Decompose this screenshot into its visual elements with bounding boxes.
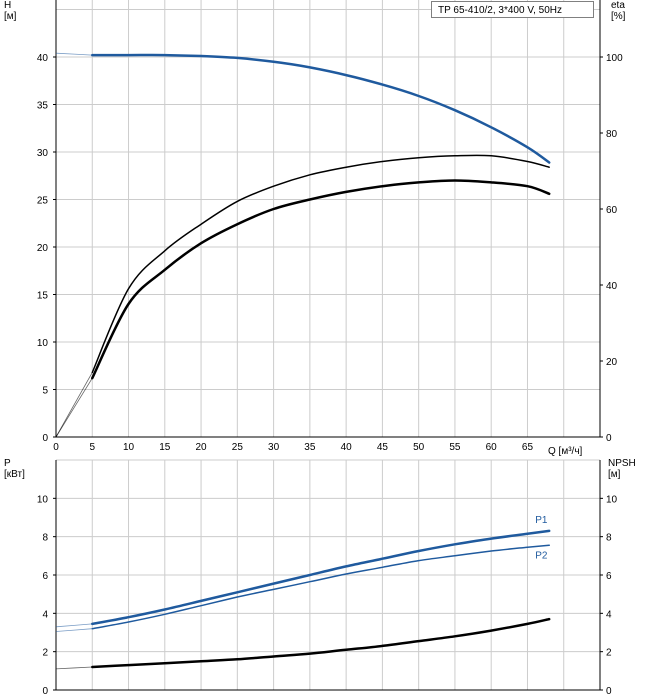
head-tick-label: 15 — [37, 291, 49, 302]
power-tick-label: 8 — [42, 533, 48, 544]
npsh-curve-extension — [55, 666, 93, 670]
head-axis-label: H [м] — [4, 0, 17, 22]
bottom-panel-grid — [55, 459, 601, 691]
x-tick-label: 50 — [413, 442, 425, 453]
head-tick-label: 5 — [42, 386, 48, 397]
power-p2-curve-extension — [55, 628, 93, 632]
power-tick-label: 0 — [42, 686, 48, 697]
axis-tick-labels: 0 5 10 15 20 25 30 35 40 45 50 55 60 6505101520253035… — [37, 53, 623, 697]
series-label-p1: P1 — [535, 515, 548, 526]
power-tick-label: 10 — [37, 494, 49, 505]
power-p1-curve — [91, 529, 551, 626]
efficiency-curve-lower-extension — [55, 377, 93, 438]
head-curve-extension — [55, 52, 93, 56]
npsh-tick-label: 8 — [606, 533, 612, 544]
x-tick-label: 60 — [486, 442, 498, 453]
efficiency-curve-upper — [91, 154, 550, 374]
performance-curves: P1 P2 — [55, 52, 551, 670]
npsh-axis-label: NPSH [м] — [608, 458, 636, 480]
x-tick-label: 35 — [304, 442, 316, 453]
head-curve — [91, 53, 551, 164]
x-tick-label: 30 — [268, 442, 280, 453]
head-tick-label: 35 — [37, 101, 49, 112]
x-tick-label: 5 — [89, 442, 95, 453]
npsh-tick-label: 4 — [606, 609, 612, 620]
npsh-tick-label: 2 — [606, 648, 612, 659]
head-tick-label: 0 — [42, 433, 48, 444]
x-tick-label: 25 — [232, 442, 244, 453]
head-tick-label: 10 — [37, 338, 49, 349]
npsh-tick-label: 0 — [606, 686, 612, 697]
eta-tick-label: 100 — [606, 53, 623, 64]
eta-tick-label: 60 — [606, 205, 618, 216]
efficiency-curve-lower — [91, 179, 551, 380]
eta-tick-label: 40 — [606, 281, 618, 292]
eta-tick-label: 0 — [606, 433, 612, 444]
x-tick-label: 0 — [53, 442, 59, 453]
head-tick-label: 40 — [37, 53, 49, 64]
npsh-tick-label: 6 — [606, 571, 612, 582]
pump-model-info-box: TP 65-410/2, 3*400 V, 50Hz — [431, 1, 594, 18]
efficiency-curve-upper-extension — [55, 372, 93, 438]
x-tick-label: 55 — [449, 442, 461, 453]
head-tick-label: 25 — [37, 196, 49, 207]
x-tick-label: 20 — [196, 442, 208, 453]
eta-tick-label: 20 — [606, 357, 618, 368]
eta-axis-label: eta [%] — [611, 0, 626, 22]
power-p2-curve — [91, 544, 550, 630]
top-panel-grid — [55, 0, 601, 438]
power-axis-label: P [кВт] — [4, 458, 25, 480]
eta-tick-label: 80 — [606, 129, 618, 140]
power-tick-label: 4 — [42, 609, 48, 620]
x-tick-label: 65 — [522, 442, 534, 453]
npsh-tick-label: 10 — [606, 494, 618, 505]
x-tick-label: 45 — [377, 442, 389, 453]
power-p1-curve-extension — [55, 623, 93, 628]
power-tick-label: 2 — [42, 648, 48, 659]
power-tick-label: 6 — [42, 571, 48, 582]
series-label-p2: P2 — [535, 550, 548, 561]
npsh-curve — [91, 617, 551, 669]
head-tick-label: 20 — [37, 243, 49, 254]
x-tick-label: 40 — [341, 442, 353, 453]
flow-axis-label: Q [м³/ч] — [548, 446, 583, 457]
head-tick-label: 30 — [37, 148, 49, 159]
x-tick-label: 10 — [123, 442, 135, 453]
x-tick-label: 15 — [159, 442, 171, 453]
